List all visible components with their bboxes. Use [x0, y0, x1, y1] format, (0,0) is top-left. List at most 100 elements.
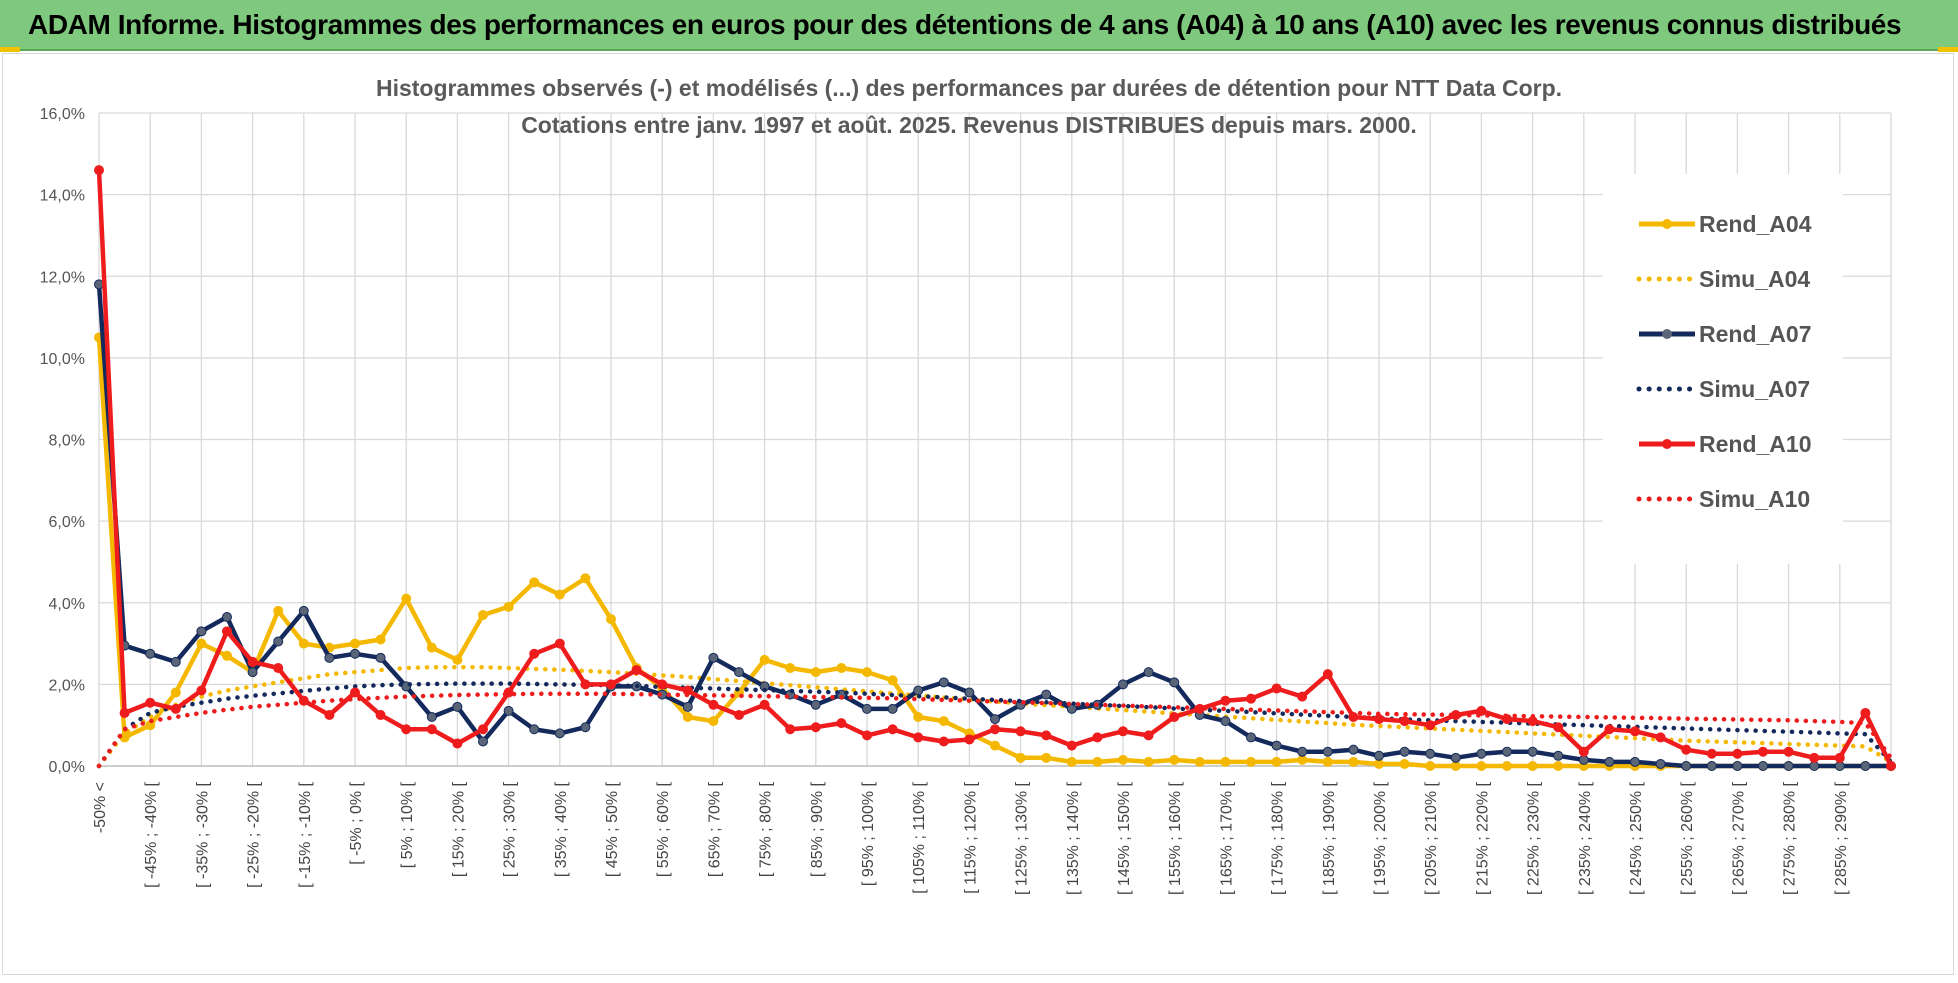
data-point [1578, 754, 1589, 765]
data-point [1706, 748, 1717, 759]
data-point [913, 685, 924, 696]
data-point [1527, 761, 1538, 771]
data-point [1758, 746, 1768, 757]
data-point [1194, 756, 1205, 767]
data-point [350, 638, 360, 649]
series-line [96, 664, 1894, 769]
y-tick-label: 16,0% [40, 106, 85, 123]
legend-label: Simu_A07 [1699, 376, 1810, 402]
x-tick-label: [ 5% ; 10% [ [399, 781, 416, 868]
data-point [1399, 758, 1410, 769]
data-point [222, 626, 232, 637]
data-point [759, 699, 770, 710]
corner-accent-left [0, 47, 20, 52]
x-tick-label: [ 165% ; 170% [ [1218, 781, 1235, 895]
data-point [862, 667, 872, 678]
data-point [1425, 761, 1436, 771]
data-point [1630, 726, 1640, 737]
data-point [94, 165, 104, 176]
data-point [580, 722, 591, 733]
data-point [554, 638, 565, 649]
data-point [375, 634, 386, 645]
x-tick-label: [ 45% ; 50% [ [604, 781, 621, 877]
y-tick-label: 4,0% [49, 596, 85, 613]
data-point [1118, 679, 1128, 690]
data-point [606, 614, 616, 625]
data-point [1860, 707, 1871, 718]
x-tick-label: [ 85% ; 90% [ [809, 781, 826, 877]
data-point [273, 605, 284, 616]
data-point [1860, 761, 1871, 771]
data-point [708, 716, 719, 727]
legend-marker [1662, 329, 1672, 339]
series-line [96, 691, 1894, 769]
data-point [1169, 754, 1180, 765]
data-point [273, 663, 284, 674]
report-title: ADAM Informe. Histogrammes des performan… [28, 8, 1902, 40]
x-tick-label: -50% < [92, 782, 109, 833]
data-point [1834, 752, 1845, 763]
data-point [452, 701, 463, 712]
data-point [1655, 732, 1666, 743]
data-point [1271, 756, 1282, 767]
data-point [1015, 726, 1026, 737]
y-tick-label: 0,0% [49, 759, 85, 776]
data-point [1732, 761, 1743, 771]
data-point [1502, 761, 1512, 771]
data-point [478, 609, 488, 620]
data-point [1246, 756, 1256, 767]
x-tick-label: [ 55% ; 60% [ [655, 781, 672, 877]
data-point [170, 687, 181, 698]
data-point [1783, 761, 1794, 771]
x-tick-label: [ -5% ; 0% [ [348, 781, 365, 864]
data-point [1092, 732, 1103, 743]
data-point [759, 654, 770, 665]
series-rend-a10 [94, 165, 1896, 771]
data-point [1450, 761, 1461, 771]
legend-item-simu-a04: Simu_A04 [1636, 266, 1810, 292]
data-point [708, 652, 719, 663]
x-tick-label: [ 125% ; 130% [ [1014, 781, 1031, 895]
data-point [529, 577, 540, 588]
data-point [247, 656, 258, 667]
legend-box [1603, 174, 1843, 564]
data-point [426, 642, 437, 653]
data-point [1809, 761, 1820, 771]
data-point [1322, 746, 1333, 757]
data-point [426, 724, 437, 735]
data-point [375, 709, 386, 720]
data-point [913, 712, 924, 723]
axis-layer: 0,0% 2,0% 4,0% 6,0% 8,0% 10,0% 12,0% 14,0% 16,0%… [40, 106, 1891, 895]
data-point [887, 675, 898, 686]
data-point [554, 589, 565, 600]
data-point [452, 654, 463, 665]
data-point [1374, 714, 1384, 725]
data-point [734, 667, 744, 678]
data-point [1015, 752, 1026, 763]
data-point [1246, 693, 1256, 704]
data-point [222, 612, 232, 623]
data-point [1399, 746, 1410, 757]
x-tick-label: [ 15% ; 20% [ [450, 781, 467, 877]
legend-label: Rend_A04 [1699, 211, 1812, 237]
data-point [170, 656, 181, 667]
data-point [1732, 748, 1743, 759]
series-layer [94, 165, 1896, 771]
data-point [401, 724, 412, 735]
x-tick-label: [ 135% ; 140% [ [1065, 781, 1082, 895]
y-tick-label: 14,0% [40, 188, 85, 205]
data-point [273, 636, 284, 647]
data-point [298, 638, 309, 649]
data-point [810, 699, 821, 710]
data-point [785, 724, 796, 735]
data-point [298, 605, 309, 616]
data-point [913, 732, 924, 743]
data-point [887, 724, 898, 735]
x-tick-label: [ 205% ; 210% [ [1423, 781, 1440, 895]
data-point [350, 687, 360, 698]
data-point [1118, 726, 1128, 737]
chart-subtitle: Cotations entre janv. 1997 et août. 2025… [521, 112, 1417, 138]
report-banner: ADAM Informe. Histogrammes des performan… [0, 0, 1958, 51]
data-point [1143, 730, 1154, 741]
data-point [580, 573, 591, 584]
